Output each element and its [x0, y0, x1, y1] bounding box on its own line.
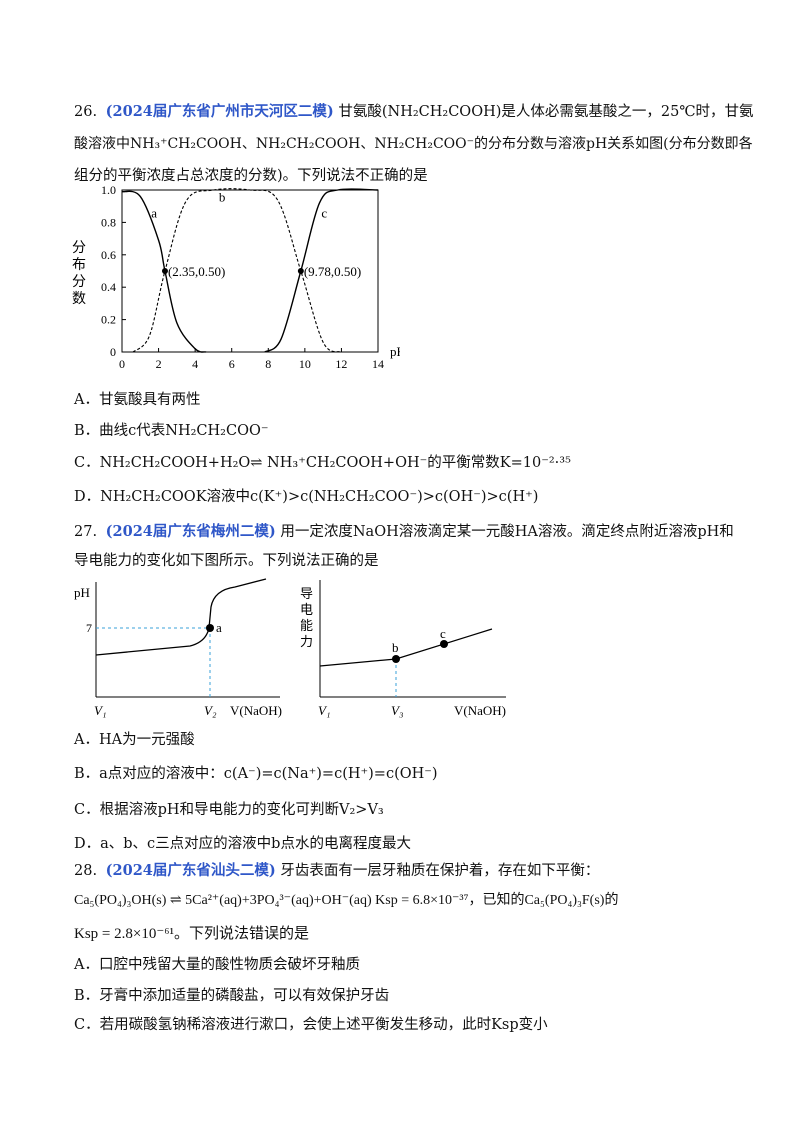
point-b-marker — [392, 655, 400, 663]
q27-option-b: B．a点对应的溶液中：c(A⁻)=c(Na⁺)=c(H⁺)=c(OH⁻) — [74, 766, 438, 782]
y-axis-label-char: 分 — [72, 240, 86, 256]
q27-line-2: 导电能力的变化如下图所示。下列说法正确的是 — [74, 553, 379, 569]
question-source: (2024届广东省广州市天河区二模) — [105, 103, 334, 120]
q26-stem-text: 甘氨酸(NH₂CH₂COOH)是人体必需氨基酸之一，25℃时，甘氨 — [338, 104, 754, 120]
series-label: a — [151, 206, 157, 221]
question-source: (2024届广东省汕头二模) — [105, 862, 276, 879]
q26-option-d: D．NH₂CH₂COOK溶液中c(K⁺)>c(NH₂CH₂COO⁻)>c(OH⁻… — [74, 489, 539, 505]
q28-line-3: Ksp = 2.8×10⁻⁶¹。下列说法错误的是 — [74, 926, 309, 942]
q26-line-1: 26. (2024届广东省广州市天河区二模) 甘氨酸(NH₂CH₂COOH)是人… — [74, 100, 754, 121]
q27-option-a: A．HA为一元强酸 — [74, 732, 195, 748]
x-tick-label: 2 — [156, 357, 162, 371]
x-axis-label: V(NaOH) — [454, 703, 506, 718]
q27-stem-text: 用一定浓度NaOH溶液滴定某一元酸HA溶液。滴定终点附近溶液pH和 — [280, 524, 734, 540]
x-tick-label: 6 — [229, 357, 235, 371]
y-tick-label: 7 — [86, 621, 92, 635]
point-c-marker — [440, 640, 448, 648]
q28-option-a: A．口腔中残留大量的酸性物质会破坏牙釉质 — [74, 957, 360, 973]
q27-line-1: 27. (2024届广东省梅州二模) 用一定浓度NaOH溶液滴定某一元酸HA溶液… — [74, 520, 734, 541]
x-tick-label: V₁ — [318, 703, 330, 718]
point-a-marker — [206, 624, 214, 632]
point-b-label: b — [392, 640, 399, 655]
q26-option-b: B．曲线c代表NH₂CH₂COO⁻ — [74, 423, 269, 439]
x-tick-label: 8 — [265, 357, 271, 371]
intersection-label: (2.35,0.50) — [168, 264, 225, 279]
y-axis-label-char: 分 — [72, 274, 86, 290]
q26-line-2: 酸溶液中NH₃⁺CH₂COOH、NH₂CH₂COOH、NH₂CH₂COO⁻的分布… — [74, 136, 753, 152]
q27-option-d: D．a、b、c三点对应的溶液中b点水的电离程度最大 — [74, 836, 411, 852]
y-tick-label: 0.2 — [101, 313, 116, 327]
q28-option-b: B．牙膏中添加适量的磷酸盐，可以有效保护牙齿 — [74, 988, 390, 1004]
point-a-label: a — [216, 620, 222, 635]
distribution-chart: 02468101214pH00.20.40.60.81.0 分布分数 abc (… — [72, 183, 400, 371]
q28-option-c: C．若用碳酸氢钠稀溶液进行漱口，会使上述平衡发生移动，此时Ksp变小 — [74, 1017, 548, 1033]
x-tick-label: V₃ — [391, 703, 403, 718]
x-tick-label: V₂ — [204, 703, 217, 718]
x-axis-label: V(NaOH) — [230, 703, 282, 718]
x-axis-label: pH — [390, 344, 400, 359]
x-tick-label: 4 — [192, 357, 198, 371]
y-tick-label: 0.8 — [101, 215, 116, 229]
q28-stem-text: 牙齿表面有一层牙釉质在保护着，存在如下平衡： — [280, 863, 600, 879]
intersection-label: (9.78,0.50) — [304, 264, 361, 279]
x-tick-label: 14 — [372, 357, 384, 371]
y-axis-label-char: 数 — [72, 291, 86, 307]
series-label: c — [321, 206, 327, 221]
q28-line-1: 28. (2024届广东省汕头二模) 牙齿表面有一层牙釉质在保护着，存在如下平衡… — [74, 859, 599, 880]
series-curve-c — [264, 188, 379, 353]
series-curve-b — [132, 188, 342, 353]
ph-titration-chart: pH 7 a V₁ V₂ V(NaOH) — [74, 578, 282, 718]
point-c-label: c — [440, 626, 446, 641]
intersection-point — [297, 268, 304, 274]
q26-line-3: 组分的平衡浓度占总浓度的分数)。下列说法不正确的是 — [74, 168, 428, 184]
y-tick-label: 0.4 — [101, 280, 116, 294]
y-axis-label-char: 电 — [300, 602, 313, 617]
q26-option-a: A．甘氨酸具有两性 — [74, 392, 201, 408]
conductivity-chart: 导电能力 b c V₁ V₃ V(NaOH) — [300, 580, 506, 718]
conductivity-line — [319, 628, 493, 667]
y-tick-label: 1.0 — [101, 183, 116, 197]
question-number: 26. — [74, 104, 98, 120]
question-number: 28. — [74, 863, 98, 879]
y-axis-label-char: 力 — [300, 634, 313, 649]
q26-option-c: C．NH₂CH₂COOH+H₂O⇌ NH₃⁺CH₂COOH+OH⁻的平衡常数K=… — [74, 455, 571, 471]
y-axis-label-char: 导 — [300, 586, 313, 601]
x-tick-label: 0 — [119, 357, 125, 371]
x-tick-label: 10 — [299, 357, 311, 371]
q27-option-c: C．根据溶液pH和导电能力的变化可判断V₂>V₃ — [74, 802, 384, 818]
y-tick-label: 0 — [110, 345, 116, 359]
question-source: (2024届广东省梅州二模) — [105, 523, 276, 540]
y-axis-label: pH — [74, 585, 90, 600]
intersection-point — [161, 268, 168, 274]
x-tick-label: V₁ — [94, 703, 106, 718]
y-axis-label-char: 布 — [72, 257, 86, 273]
x-tick-label: 12 — [335, 357, 347, 371]
ph-curve — [95, 578, 267, 656]
series-label: b — [219, 189, 226, 204]
y-axis-label-char: 能 — [300, 618, 313, 633]
q28-equilibrium-line: Ca₅(PO₄)₃OH(s) ⇌ 5Ca²⁺(aq)+3PO₄³⁻(aq)+OH… — [74, 893, 619, 908]
y-tick-label: 0.6 — [101, 248, 116, 262]
question-number: 27. — [74, 524, 98, 540]
